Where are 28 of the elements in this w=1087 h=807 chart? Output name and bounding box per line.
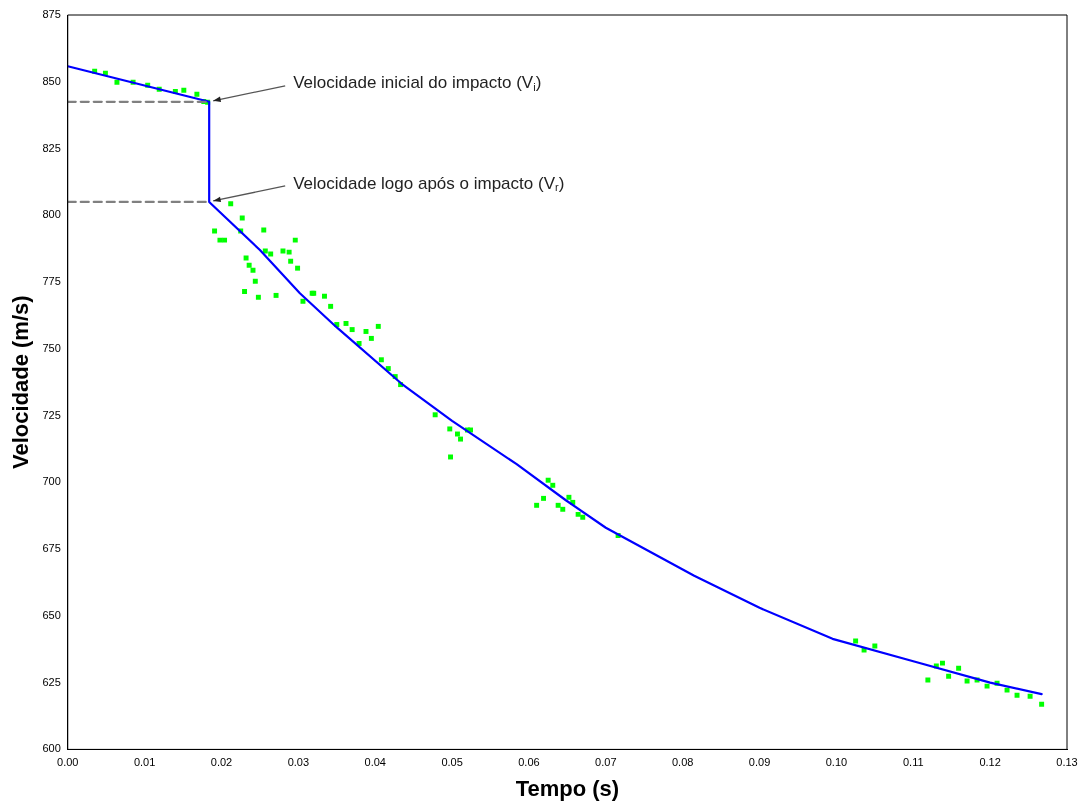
x-tick-label: 0.11 [902, 756, 924, 769]
x-axis-title: Tempo (s) [515, 775, 620, 801]
x-tick-label: 0.10 [825, 756, 848, 769]
y-tick-label: 625 [42, 675, 61, 688]
y-tick-label: 600 [42, 742, 61, 755]
x-tick-label: 0.05 [441, 756, 463, 769]
x-tick-label: 0.04 [364, 756, 386, 769]
x-tick-label: 0.02 [210, 756, 233, 769]
y-tick-label: 875 [42, 8, 61, 21]
x-tick-label: 0.12 [979, 756, 1001, 769]
x-tick-label: 0.09 [748, 756, 771, 769]
y-tick-label: 650 [42, 608, 61, 621]
y-tick-label: 675 [42, 542, 61, 555]
x-tick-label: 0.08 [671, 756, 694, 769]
y-tick-label: 700 [42, 475, 61, 488]
x-tick-label: 0.06 [518, 756, 540, 769]
x-tick-label: 0.00 [57, 756, 79, 769]
x-tick-label: 0.01 [133, 756, 156, 769]
y-axis-title: Velocidade (m/s) [8, 295, 34, 470]
y-tick-label: 825 [42, 141, 61, 154]
y-tick-label: 725 [42, 408, 61, 421]
y-tick-label: 775 [42, 275, 61, 288]
x-tick-label: 0.03 [287, 756, 310, 769]
x-tick-label: 0.13 [1056, 756, 1078, 769]
y-tick-label: 750 [42, 341, 61, 354]
y-tick-label: 850 [42, 74, 61, 87]
x-tick-label: 0.07 [595, 756, 617, 769]
y-tick-label: 800 [42, 208, 61, 221]
